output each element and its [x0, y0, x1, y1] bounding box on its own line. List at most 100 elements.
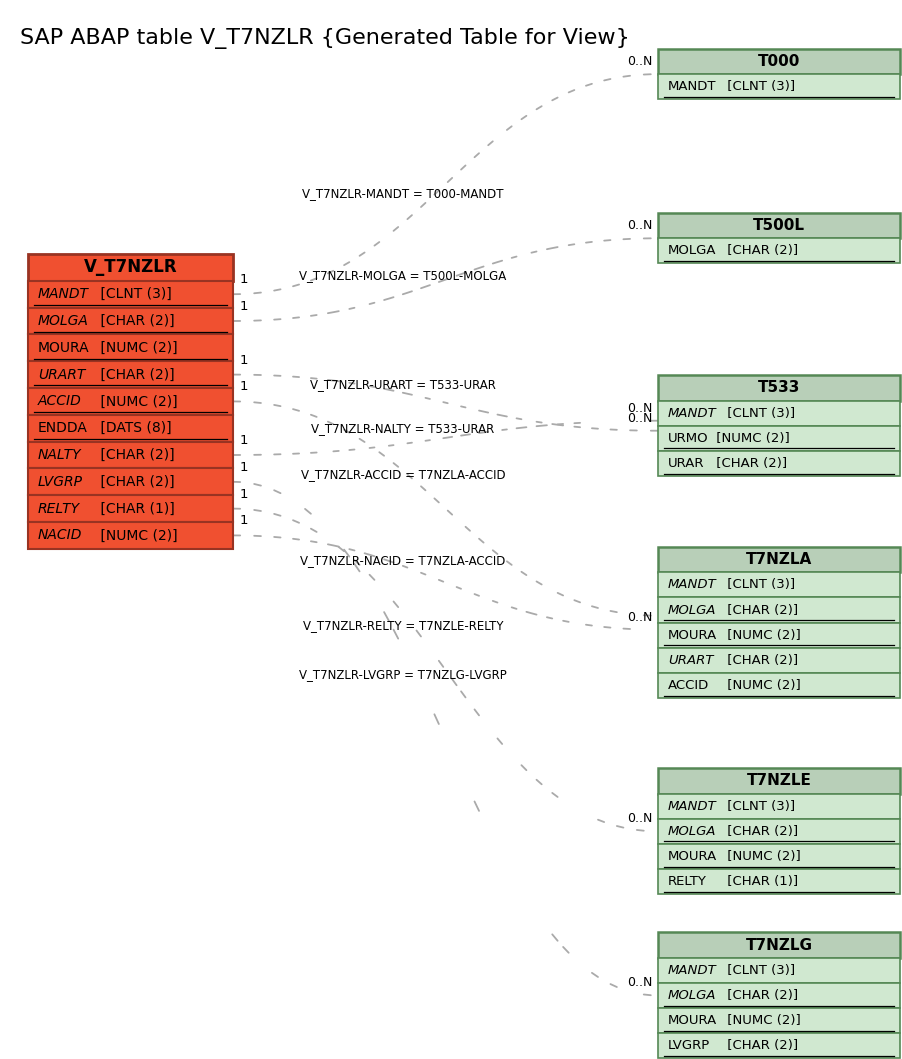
Text: 0..N: 0..N [626, 412, 651, 425]
Bar [658, 238, 899, 264]
Bar [658, 74, 899, 100]
Text: [CLNT (3)]: [CLNT (3)] [722, 800, 794, 812]
Text: [NUMC (2)]: [NUMC (2)] [722, 1015, 799, 1027]
Bar [28, 442, 233, 468]
Text: V_T7NZLR-MANDT = T000-MANDT: V_T7NZLR-MANDT = T000-MANDT [302, 187, 503, 200]
Bar [658, 400, 899, 426]
Text: URART: URART [38, 367, 86, 381]
Text: MANDT: MANDT [38, 287, 89, 301]
Text: 1: 1 [240, 354, 248, 366]
Text: URAR: URAR [667, 457, 704, 470]
Text: [CHAR (2)]: [CHAR (2)] [96, 315, 174, 328]
Text: MANDT: MANDT [667, 800, 716, 812]
Text: T000: T000 [757, 54, 799, 69]
Text: MANDT: MANDT [667, 407, 716, 419]
Text: [CHAR (2)]: [CHAR (2)] [711, 457, 786, 470]
Text: RELTY: RELTY [667, 875, 706, 889]
Text: MOURA: MOURA [667, 850, 716, 863]
Text: [NUMC (2)]: [NUMC (2)] [722, 850, 799, 863]
Text: 0..N: 0..N [626, 219, 651, 232]
Text: MANDT: MANDT [667, 80, 715, 93]
Text: MOLGA: MOLGA [667, 604, 715, 616]
Text: 1: 1 [240, 300, 248, 313]
Bar [28, 415, 233, 442]
Text: [NUMC (2)]: [NUMC (2)] [96, 394, 177, 409]
Bar [28, 254, 233, 281]
Bar [658, 648, 899, 674]
Text: V_T7NZLR-URART = T533-URAR: V_T7NZLR-URART = T533-URAR [309, 378, 495, 391]
Bar [658, 426, 899, 451]
Text: [NUMC (2)]: [NUMC (2)] [711, 432, 788, 445]
Text: LVGRP: LVGRP [38, 474, 83, 489]
Text: T7NZLA: T7NZLA [745, 552, 811, 568]
Text: [CHAR (2)]: [CHAR (2)] [722, 1039, 796, 1053]
Text: [NUMC (2)]: [NUMC (2)] [96, 528, 177, 542]
Bar [28, 361, 233, 388]
Text: [CHAR (2)]: [CHAR (2)] [722, 989, 796, 1002]
Text: 1: 1 [240, 515, 248, 527]
Text: V_T7NZLR-NACID = T7NZLA-ACCID: V_T7NZLR-NACID = T7NZLA-ACCID [300, 554, 505, 568]
Bar [658, 983, 899, 1008]
Bar [658, 213, 899, 238]
Text: T500L: T500L [752, 218, 804, 233]
Text: [NUMC (2)]: [NUMC (2)] [722, 629, 799, 642]
Bar [658, 869, 899, 894]
Text: [CHAR (2)]: [CHAR (2)] [722, 825, 796, 838]
Bar [658, 572, 899, 597]
Text: 0..N: 0..N [626, 976, 651, 989]
Text: ENDDA: ENDDA [38, 421, 87, 435]
Bar [658, 49, 899, 74]
Text: MOURA: MOURA [38, 341, 89, 355]
Text: MOURA: MOURA [667, 629, 716, 642]
Text: SAP ABAP table V_T7NZLR {Generated Table for View}: SAP ABAP table V_T7NZLR {Generated Table… [20, 28, 629, 49]
Bar [28, 335, 233, 361]
Text: 0..N: 0..N [626, 611, 651, 624]
Text: [CLNT (3)]: [CLNT (3)] [722, 964, 794, 976]
Bar [658, 623, 899, 648]
Text: [CLNT (3)]: [CLNT (3)] [722, 578, 794, 591]
Text: [CHAR (2)]: [CHAR (2)] [722, 245, 796, 257]
Text: [CHAR (2)]: [CHAR (2)] [96, 367, 174, 381]
Text: 0..N: 0..N [626, 401, 651, 415]
Text: [CHAR (1)]: [CHAR (1)] [722, 875, 796, 889]
Bar [658, 1034, 899, 1058]
Bar [658, 674, 899, 698]
Bar [658, 957, 899, 983]
Text: URMO: URMO [667, 432, 708, 445]
Text: [CLNT (3)]: [CLNT (3)] [722, 80, 794, 93]
Bar [658, 375, 899, 400]
Bar [658, 548, 899, 572]
Text: [CHAR (2)]: [CHAR (2)] [96, 448, 174, 462]
Bar [28, 388, 233, 415]
Text: NALTY: NALTY [38, 448, 81, 462]
Text: T533: T533 [757, 380, 799, 395]
Text: MANDT: MANDT [667, 578, 716, 591]
Text: T7NZLE: T7NZLE [746, 773, 811, 788]
Text: [NUMC (2)]: [NUMC (2)] [96, 341, 177, 355]
Text: [CLNT (3)]: [CLNT (3)] [722, 407, 794, 419]
Text: [CHAR (1)]: [CHAR (1)] [96, 502, 174, 516]
Text: ACCID: ACCID [38, 394, 82, 409]
Text: 1: 1 [240, 434, 248, 447]
Text: [NUMC (2)]: [NUMC (2)] [722, 679, 799, 693]
Text: 0..N: 0..N [626, 812, 651, 825]
Text: ACCID: ACCID [667, 679, 708, 693]
Text: 1: 1 [240, 461, 248, 473]
Text: MANDT: MANDT [667, 964, 716, 976]
Text: V_T7NZLR-NALTY = T533-URAR: V_T7NZLR-NALTY = T533-URAR [311, 423, 494, 435]
Bar [658, 819, 899, 844]
Text: MOLGA: MOLGA [667, 825, 715, 838]
Bar [658, 844, 899, 869]
Text: V_T7NZLR-ACCID = T7NZLA-ACCID: V_T7NZLR-ACCID = T7NZLA-ACCID [300, 468, 505, 481]
Text: 0..N: 0..N [626, 55, 651, 68]
Text: V_T7NZLR-LVGRP = T7NZLG-LVGRP: V_T7NZLR-LVGRP = T7NZLG-LVGRP [299, 668, 506, 681]
Text: LVGRP: LVGRP [667, 1039, 710, 1053]
Text: V_T7NZLR: V_T7NZLR [84, 258, 177, 276]
Text: 1: 1 [240, 380, 248, 393]
Text: MOLGA: MOLGA [667, 989, 715, 1002]
Bar [28, 496, 233, 522]
Text: T7NZLG: T7NZLG [745, 937, 812, 952]
Text: RELTY: RELTY [38, 502, 80, 516]
Text: V_T7NZLR-MOLGA = T500L-MOLGA: V_T7NZLR-MOLGA = T500L-MOLGA [299, 269, 506, 282]
Text: MOLGA: MOLGA [667, 245, 715, 257]
